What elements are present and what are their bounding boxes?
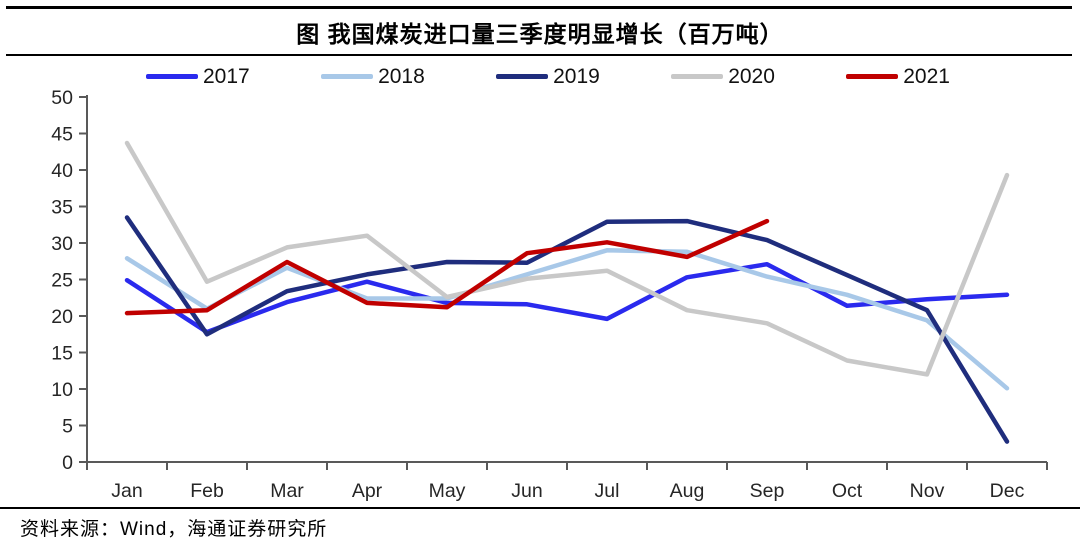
footer-divider: [0, 507, 1080, 509]
legend-swatch-2017: [146, 73, 198, 79]
legend-item-2017: 2017: [146, 66, 250, 87]
legend-label-2019: 2019: [553, 64, 600, 88]
x-tick-label-Jan: Jan: [111, 480, 142, 502]
y-tick-label-20: 20: [51, 306, 73, 328]
legend-item-2019: 2019: [496, 66, 600, 87]
x-tick-label-Apr: Apr: [352, 480, 383, 502]
y-tick-label-25: 25: [51, 270, 73, 292]
x-tick-label-Oct: Oct: [832, 480, 863, 502]
title-divider: [6, 54, 1072, 56]
legend-item-2020: 2020: [671, 66, 775, 87]
legend-swatch-2020: [671, 73, 724, 79]
legend-label-2020: 2020: [728, 64, 775, 88]
x-tick-label-Feb: Feb: [190, 480, 224, 502]
x-tick-label-Mar: Mar: [270, 480, 304, 502]
y-tick-label-35: 35: [51, 197, 73, 219]
source-note: 资料来源：Wind，海通证券研究所: [20, 519, 328, 540]
legend-label-2018: 2018: [378, 64, 425, 88]
series-line-2018: [124, 248, 1010, 391]
y-tick-label-0: 0: [62, 452, 73, 474]
legend-swatch-2019: [496, 73, 549, 79]
legend-label-2017: 2017: [203, 64, 250, 88]
y-tick-label-10: 10: [51, 379, 73, 401]
x-tick-label-Jun: Jun: [511, 480, 542, 502]
x-tick-label-Aug: Aug: [670, 480, 705, 502]
chart-title: 图 我国煤炭进口量三季度明显增长（百万吨）: [296, 21, 784, 47]
y-tick-label-5: 5: [62, 416, 73, 438]
legend-swatch-2021: [846, 73, 899, 79]
x-tick-label-Sep: Sep: [750, 480, 785, 502]
y-tick-label-30: 30: [51, 233, 73, 255]
legend-item-2018: 2018: [321, 66, 425, 87]
legend-label-2021: 2021: [903, 64, 950, 88]
series-line-2017: [124, 261, 1010, 335]
legend-item-2021: 2021: [846, 66, 950, 87]
legend-swatch-2018: [321, 73, 374, 79]
y-tick-label-40: 40: [51, 160, 73, 182]
chart-legend: 2017 2018 2019 2020 2021: [146, 63, 950, 89]
x-tick-label-Jul: Jul: [595, 480, 620, 502]
top-divider: [6, 6, 1072, 9]
y-tick-label-15: 15: [51, 343, 73, 365]
y-tick-label-45: 45: [51, 124, 73, 146]
x-tick-label-May: May: [429, 480, 466, 502]
series-line-2020: [124, 140, 1010, 377]
axes: [86, 95, 1047, 463]
series-line-2021: [124, 218, 770, 316]
x-tick-label-Dec: Dec: [990, 480, 1025, 502]
y-tick-label-50: 50: [51, 87, 73, 109]
x-tick-label-Nov: Nov: [910, 480, 945, 502]
series-line-2019: [124, 215, 1010, 444]
